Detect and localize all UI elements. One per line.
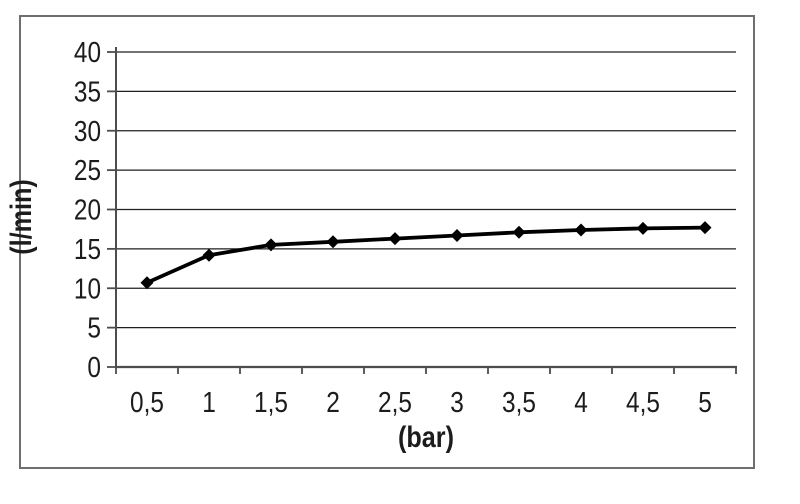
y-tick-label: 20 (74, 195, 101, 227)
y-tick-label: 0 (87, 352, 101, 384)
data-point-marker (388, 232, 402, 246)
data-point-marker (574, 223, 588, 237)
x-tick-label: 4,5 (626, 387, 660, 419)
x-tick-label: 3 (450, 387, 464, 419)
y-tick-label: 35 (74, 76, 101, 108)
x-tick-label: 5 (698, 387, 712, 419)
data-point-marker (636, 221, 650, 235)
y-tick-label: 15 (74, 234, 101, 266)
data-point-marker (140, 276, 154, 290)
y-tick-label: 30 (74, 116, 101, 148)
x-tick-label: 1 (202, 387, 216, 419)
data-point-marker (698, 221, 712, 235)
x-tick-label: 0,5 (130, 387, 164, 419)
x-tick-label: 4 (574, 387, 588, 419)
y-tick-label: 5 (87, 313, 101, 345)
x-tick-label: 1,5 (254, 387, 288, 419)
y-tick-label: 10 (74, 273, 101, 305)
data-point-marker (326, 235, 340, 249)
y-tick-label: 40 (74, 37, 101, 69)
x-tick-label: 3,5 (502, 387, 536, 419)
data-point-marker (450, 229, 464, 242)
data-point-marker (512, 225, 526, 239)
series-line (145, 225, 707, 285)
data-point-marker (264, 238, 278, 252)
x-tick-label: 2 (326, 387, 340, 419)
plot-area: 0 5 10 15 20 25 30 35 40 0,5 1 1,5 2 2,5 3 3,5 4 4,5 5 (74, 37, 737, 419)
x-tick-label: 2,5 (378, 387, 412, 419)
y-axis-title: (l/min) (5, 179, 38, 255)
data-point-marker (202, 248, 216, 262)
y-tick-label: 25 (74, 155, 101, 187)
x-axis-title: (bar) (398, 421, 454, 454)
